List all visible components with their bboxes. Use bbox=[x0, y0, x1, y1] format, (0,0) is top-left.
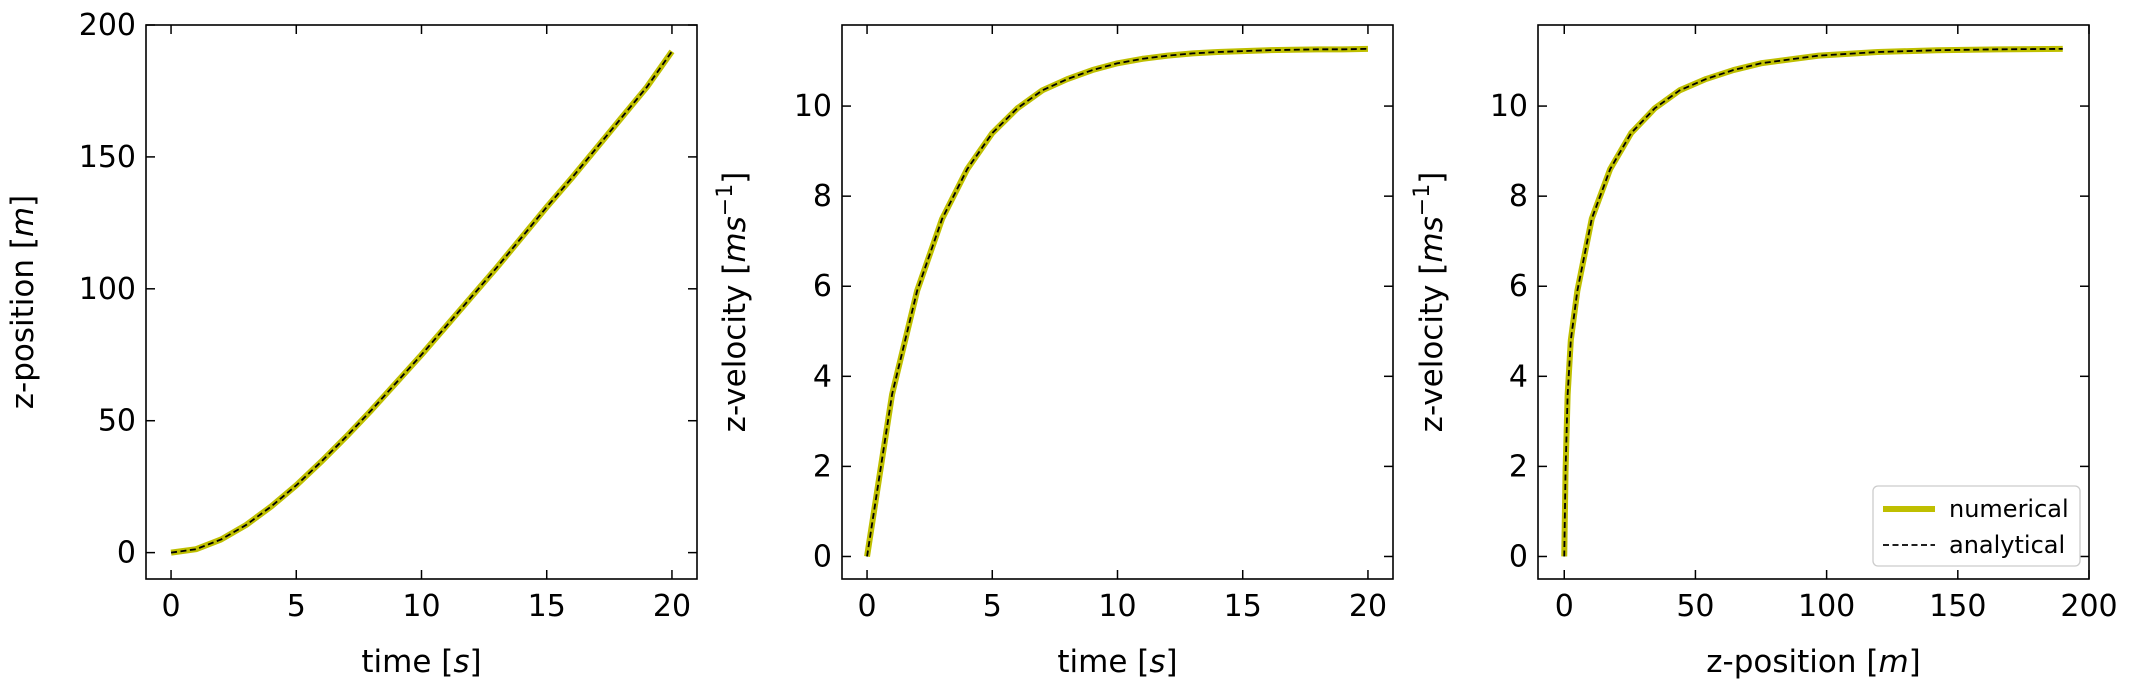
y-axis-label: z-velocity [ms−1] bbox=[1410, 172, 1450, 433]
x-tick-label: 20 bbox=[1349, 589, 1387, 624]
series-line-numerical bbox=[170, 49, 675, 556]
y-tick-label: 8 bbox=[1509, 179, 1528, 214]
y-tick-label: 150 bbox=[79, 140, 136, 175]
y-axis-label: z-velocity [ms−1] bbox=[713, 172, 753, 433]
x-axis-label-text: time [ bbox=[1057, 644, 1149, 680]
legend-label-numerical: numerical bbox=[1949, 495, 2069, 523]
x-tick-label: 10 bbox=[1098, 589, 1136, 624]
x-tick-label: 20 bbox=[653, 589, 691, 624]
axes-frame bbox=[841, 24, 1394, 580]
x-axis-label: time [s] bbox=[1057, 644, 1177, 680]
x-tick-label: 100 bbox=[1798, 589, 1855, 624]
x-axis-label-close: ] bbox=[470, 644, 482, 680]
x-tick-label: 0 bbox=[161, 589, 180, 624]
plot-area bbox=[864, 45, 1369, 557]
y-tick-label: 10 bbox=[1490, 89, 1528, 124]
y-tick-label: 2 bbox=[813, 449, 832, 484]
x-axis-label: z-position [m] bbox=[1706, 644, 1921, 680]
axes-frame bbox=[1537, 24, 2090, 580]
x-tick-label: 0 bbox=[1555, 589, 1574, 624]
y-tick-label: 200 bbox=[79, 8, 136, 43]
x-axis-label: time [s] bbox=[361, 644, 481, 680]
x-tick-label: 200 bbox=[2060, 589, 2117, 624]
x-axis-label-text: z-position [ bbox=[1706, 644, 1878, 680]
y-axis-label-unit: m bbox=[5, 207, 41, 237]
axes-frame bbox=[145, 24, 698, 580]
legend-label-analytical: analytical bbox=[1949, 531, 2065, 559]
y-axis-label-exponent: −1 bbox=[713, 184, 738, 216]
y-tick-label: 100 bbox=[79, 272, 136, 307]
y-tick-label: 8 bbox=[813, 179, 832, 214]
y-axis-label-exponent: −1 bbox=[1410, 184, 1435, 216]
y-tick-label: 4 bbox=[1509, 359, 1528, 394]
series-line-numerical bbox=[1561, 45, 2063, 557]
series-line-numerical bbox=[864, 45, 1369, 557]
x-tick-label: 50 bbox=[1676, 589, 1714, 624]
x-axis-label-text: time [ bbox=[361, 644, 453, 680]
x-tick-label: 150 bbox=[1929, 589, 1986, 624]
y-axis-label-close: ] bbox=[5, 195, 41, 207]
x-axis-label-unit: s bbox=[453, 644, 469, 680]
y-tick-label: 4 bbox=[813, 359, 832, 394]
y-axis-label-unit: ms bbox=[1414, 216, 1450, 262]
x-tick-label: 5 bbox=[983, 589, 1002, 624]
x-tick-label: 15 bbox=[528, 589, 566, 624]
y-tick-label: 10 bbox=[794, 89, 832, 124]
y-tick-label: 2 bbox=[1509, 449, 1528, 484]
y-tick-label: 0 bbox=[1509, 539, 1528, 574]
y-axis-label-unit: ms bbox=[717, 216, 753, 262]
x-tick-label: 15 bbox=[1224, 589, 1262, 624]
y-tick-label: 6 bbox=[1509, 269, 1528, 304]
x-tick-label: 0 bbox=[857, 589, 876, 624]
y-axis-label-close: ] bbox=[717, 172, 753, 184]
x-axis-label-unit: m bbox=[1878, 644, 1908, 680]
x-tick-label: 5 bbox=[287, 589, 306, 624]
y-axis-label: z-position [m] bbox=[5, 195, 41, 410]
x-axis-label-unit: s bbox=[1149, 644, 1165, 680]
series-line-analytical bbox=[170, 50, 673, 554]
plot-area bbox=[1561, 45, 2063, 557]
y-axis-label-text: z-velocity [ bbox=[717, 263, 753, 433]
x-tick-label: 10 bbox=[402, 589, 440, 624]
plot-area bbox=[170, 49, 675, 556]
y-axis-label-close: ] bbox=[1414, 172, 1450, 184]
legend: numerical analytical bbox=[1872, 485, 2081, 567]
y-tick-label: 50 bbox=[98, 404, 136, 439]
x-axis-label-close: ] bbox=[1909, 644, 1921, 680]
x-axis-label-close: ] bbox=[1166, 644, 1178, 680]
y-tick-label: 6 bbox=[813, 269, 832, 304]
y-tick-label: 0 bbox=[117, 536, 136, 571]
y-axis-label-text: z-position [ bbox=[5, 237, 41, 409]
y-tick-label: 0 bbox=[813, 539, 832, 574]
series-line-analytical bbox=[866, 47, 1368, 557]
y-axis-label-text: z-velocity [ bbox=[1414, 263, 1450, 433]
